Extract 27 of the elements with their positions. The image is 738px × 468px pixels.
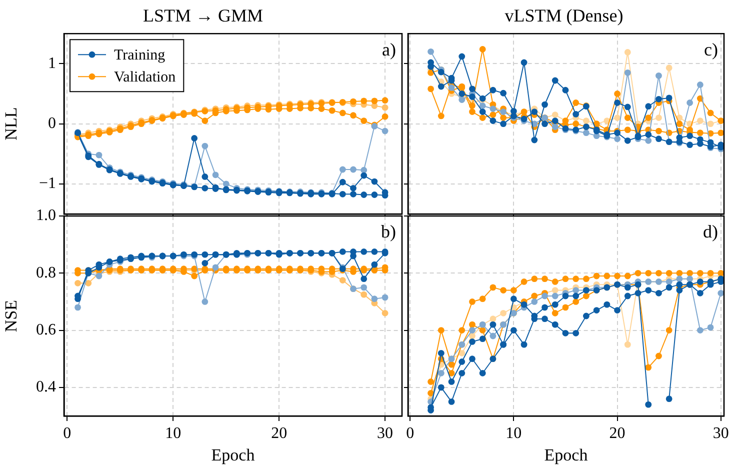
x-tick-label: 30 bbox=[377, 424, 394, 442]
x-axis-title: Epoch bbox=[544, 445, 588, 464]
y-tick-label: 0.4 bbox=[36, 378, 56, 396]
y-axis-title: NLL bbox=[2, 107, 21, 140]
y-tick-label: 1 bbox=[48, 54, 56, 72]
y-tick-label: 0 bbox=[48, 115, 56, 132]
x-axis-title: Epoch bbox=[211, 445, 256, 464]
annotation: d) bbox=[703, 222, 718, 242]
x-tick-label: 0 bbox=[63, 424, 72, 442]
y-axis-title: NSE bbox=[2, 300, 21, 332]
legend-label: Training bbox=[114, 48, 166, 64]
x-tick-label: 10 bbox=[506, 424, 522, 442]
x-tick-label: 20 bbox=[609, 424, 626, 442]
chart-title: LSTM → GMM bbox=[142, 6, 264, 26]
annotation: c) bbox=[704, 39, 718, 60]
legend-label: Validation bbox=[114, 70, 176, 86]
y-tick-label: 0.8 bbox=[36, 264, 56, 282]
chart-title: vLSTM (Dense) bbox=[504, 6, 624, 26]
annotation: a) bbox=[382, 39, 396, 60]
y-tick-label: 0.6 bbox=[36, 321, 56, 338]
x-tick-label: 0 bbox=[406, 424, 414, 442]
x-tick-label: 30 bbox=[712, 424, 729, 442]
y-tick-label: 1.0 bbox=[36, 207, 56, 224]
x-tick-label: 20 bbox=[271, 424, 288, 442]
x-tick-label: 10 bbox=[165, 424, 182, 442]
annotation: b) bbox=[381, 222, 396, 242]
y-tick-label: −1 bbox=[38, 175, 56, 192]
